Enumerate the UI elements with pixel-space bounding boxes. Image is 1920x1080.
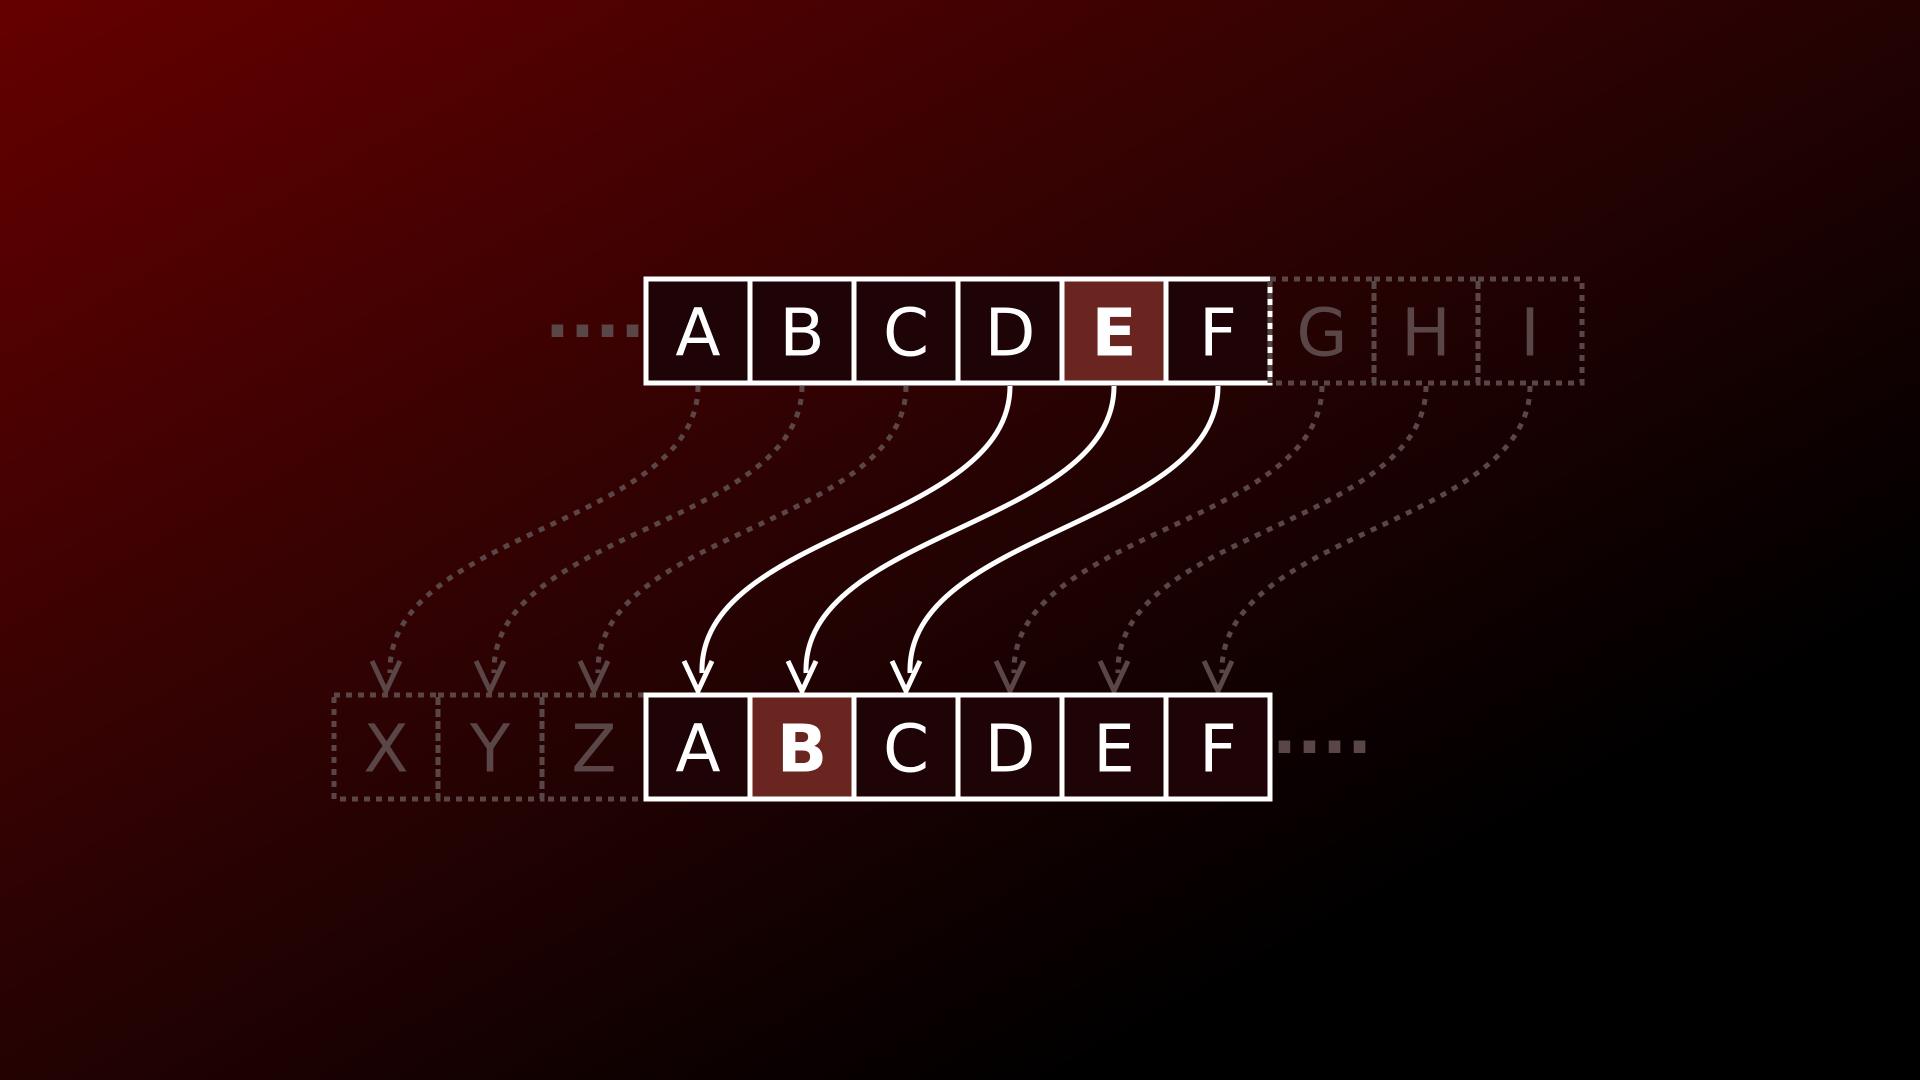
faded-arrow-a xyxy=(387,385,701,674)
cipher-row-ellipsis: ···· xyxy=(1272,709,1372,786)
plain-cell-b xyxy=(747,276,857,386)
solid-arrows-group xyxy=(681,385,1221,697)
faded-arrow-i xyxy=(1219,385,1533,674)
arrow-f xyxy=(907,385,1221,674)
plain-letter-f: F xyxy=(1199,295,1237,372)
faded-arrowhead-g xyxy=(993,659,1027,697)
plain-faded-letter-g: G xyxy=(1296,295,1347,372)
cipher-faded-letter-y: Y xyxy=(469,711,511,788)
plain-letter-c: C xyxy=(883,295,929,372)
arrowhead-d xyxy=(681,659,715,697)
faded-arrow-c xyxy=(595,385,909,674)
faded-arrowhead-a xyxy=(369,659,403,697)
faded-arrowhead-c xyxy=(577,659,611,697)
plain-faded-letter-h: H xyxy=(1401,295,1451,372)
faded-arrowhead-b xyxy=(473,659,507,697)
cipher-letter-f: F xyxy=(1199,711,1237,788)
plain-letter-e: E xyxy=(1091,295,1136,372)
cipher-cell-d xyxy=(955,692,1065,802)
faded-arrow-g xyxy=(1011,385,1325,674)
plain-letter-a: A xyxy=(675,295,720,372)
cipher-cell-a xyxy=(643,692,753,802)
cipher-faded-letter-x: X xyxy=(363,711,408,788)
plain-letter-b: B xyxy=(779,295,824,372)
faded-arrowhead-i xyxy=(1201,659,1235,697)
arrow-d xyxy=(699,385,1013,674)
arrow-e xyxy=(803,385,1117,674)
plain-faded-letter-i: I xyxy=(1520,295,1539,372)
plain-cell-e xyxy=(1059,276,1169,386)
faded-arrowhead-h xyxy=(1097,659,1131,697)
plain-faded-cell-i xyxy=(1475,276,1585,386)
cipher-alphabet-row: X Y Z A B C D E F ···· xyxy=(331,692,1372,802)
plain-row-ellipsis: ···· xyxy=(545,293,645,370)
plain-letter-d: D xyxy=(985,295,1036,372)
cipher-cell-b xyxy=(747,692,857,802)
cipher-letter-b: B xyxy=(777,711,827,788)
plain-alphabet-row: ···· A B C D E F G H I xyxy=(545,276,1585,386)
cipher-faded-letter-z: Z xyxy=(571,711,616,788)
arrowhead-f xyxy=(889,659,923,697)
faded-arrow-h xyxy=(1115,385,1429,674)
cipher-cell-f xyxy=(1163,692,1273,802)
cipher-letter-a: A xyxy=(675,711,720,788)
cipher-letter-c: C xyxy=(883,711,929,788)
faded-arrows-group xyxy=(369,385,1533,697)
cipher-letter-e: E xyxy=(1093,711,1135,788)
plain-cell-c xyxy=(851,276,961,386)
faded-arrow-b xyxy=(491,385,805,674)
plain-cell-a xyxy=(643,276,753,386)
cipher-letter-d: D xyxy=(985,711,1036,788)
arrowhead-e xyxy=(785,659,819,697)
